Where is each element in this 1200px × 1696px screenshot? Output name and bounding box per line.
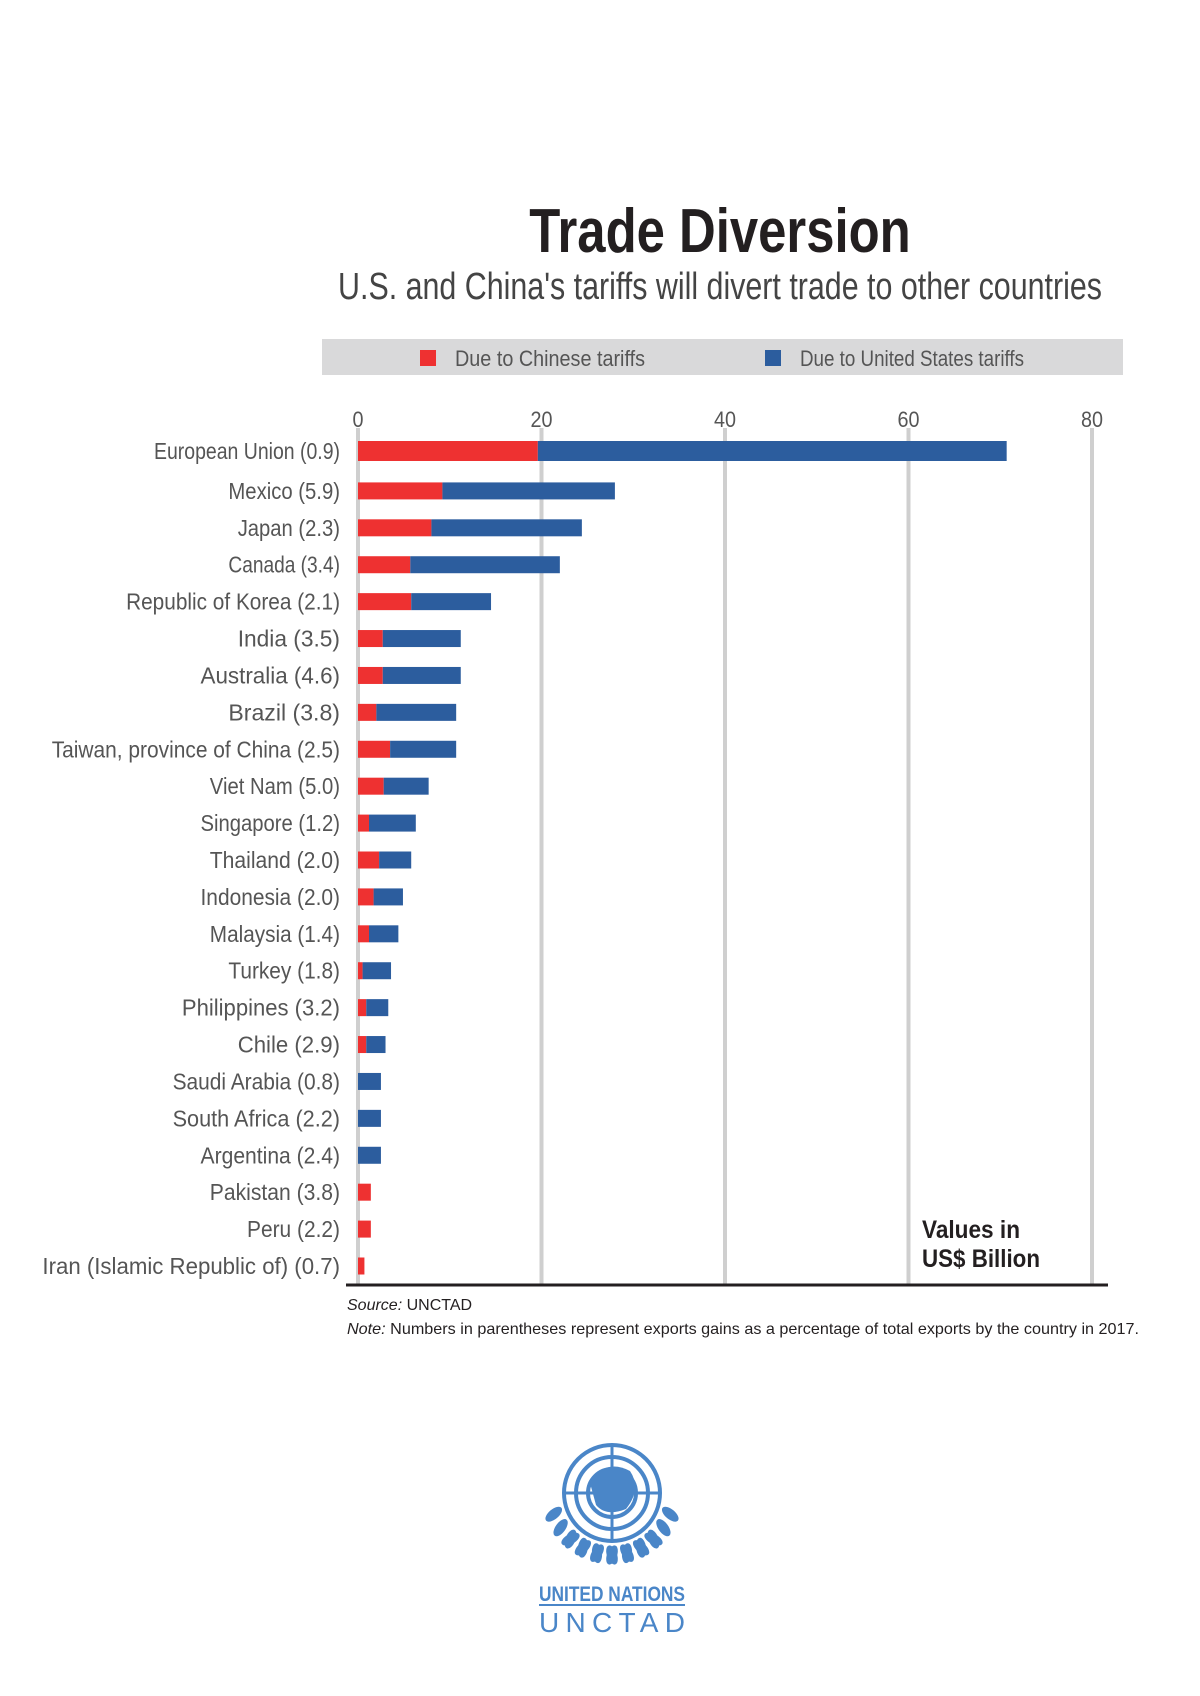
category-label: Philippines (3.2) bbox=[182, 995, 340, 1021]
laurel-leaf bbox=[620, 1544, 634, 1562]
un-emblem-icon bbox=[545, 1443, 679, 1565]
category-label: Taiwan, province of China (2.5) bbox=[52, 736, 340, 762]
bar-us-tariffs bbox=[358, 1109, 381, 1127]
units-note: US$ Billion bbox=[922, 1245, 1040, 1273]
bar-us-tariffs bbox=[382, 630, 461, 648]
bar-chinese-tariffs bbox=[358, 888, 374, 906]
bar-us-tariffs bbox=[366, 1036, 386, 1054]
source-line: Source: UNCTAD bbox=[347, 1297, 472, 1314]
category-label: European Union (0.9) bbox=[154, 438, 340, 464]
chart-subtitle: U.S. and China's tariffs will divert tra… bbox=[338, 266, 1102, 308]
bar-us-tariffs bbox=[379, 851, 412, 869]
laurel-leaf bbox=[590, 1544, 604, 1562]
category-label: India (3.5) bbox=[238, 626, 340, 652]
bar-chinese-tariffs bbox=[358, 925, 370, 943]
category-label: Malaysia (1.4) bbox=[210, 921, 340, 947]
bar-us-tariffs bbox=[442, 482, 615, 500]
category-label: Australia (4.6) bbox=[201, 662, 341, 688]
note-text: Numbers in parentheses represent exports… bbox=[386, 1321, 1139, 1338]
bar-chinese-tariffs bbox=[358, 851, 380, 869]
bar-us-tariffs bbox=[366, 999, 389, 1017]
bar-chinese-tariffs bbox=[358, 1257, 365, 1275]
x-tick-label: 40 bbox=[714, 407, 736, 432]
category-label: Republic of Korea (2.1) bbox=[126, 589, 340, 615]
category-label: Thailand (2.0) bbox=[210, 847, 340, 873]
bar-us-tariffs bbox=[373, 888, 403, 906]
category-label: Saudi Arabia (0.8) bbox=[173, 1068, 340, 1094]
note-label: Note: bbox=[347, 1321, 386, 1338]
laurel-leaf bbox=[553, 1519, 568, 1537]
legend-label: Due to Chinese tariffs bbox=[455, 346, 645, 371]
x-tick-label: 60 bbox=[898, 407, 920, 432]
bar-chinese-tariffs bbox=[358, 1036, 367, 1054]
bar-chinese-tariffs bbox=[358, 703, 377, 721]
bar-chinese-tariffs bbox=[358, 519, 432, 537]
x-tick-label: 80 bbox=[1081, 407, 1103, 432]
bar-chinese-tariffs bbox=[358, 1220, 371, 1238]
bar-us-tariffs bbox=[369, 925, 399, 943]
bar-us-tariffs bbox=[410, 556, 560, 574]
laurel-leaf bbox=[606, 1545, 618, 1565]
category-label: South Africa (2.2) bbox=[173, 1105, 340, 1131]
source-label: Source: bbox=[347, 1297, 402, 1314]
category-label: Iran (Islamic Republic of) (0.7) bbox=[42, 1253, 340, 1279]
bar-chinese-tariffs bbox=[358, 441, 538, 461]
bar-us-tariffs bbox=[390, 740, 457, 758]
logo-line1: UNITED NATIONS bbox=[539, 1583, 685, 1606]
bar-us-tariffs bbox=[383, 777, 429, 795]
category-label: Viet Nam (5.0) bbox=[210, 773, 340, 799]
bar-chinese-tariffs bbox=[358, 962, 363, 980]
source-text: UNCTAD bbox=[402, 1297, 472, 1314]
units-note: Values in bbox=[922, 1216, 1020, 1244]
x-tick-label: 0 bbox=[353, 407, 364, 432]
emblem-landmass bbox=[590, 1466, 636, 1513]
category-label: Peru (2.2) bbox=[247, 1216, 340, 1242]
category-label: Singapore (1.2) bbox=[201, 810, 341, 836]
bar-us-tariffs bbox=[431, 519, 582, 537]
bar-us-tariffs bbox=[362, 962, 392, 980]
bar-us-tariffs bbox=[382, 666, 461, 684]
bar-chinese-tariffs bbox=[358, 999, 367, 1017]
category-label: Chile (2.9) bbox=[238, 1032, 340, 1058]
bar-chinese-tariffs bbox=[358, 482, 443, 500]
laurel-leaf bbox=[661, 1506, 679, 1522]
bar-us-tariffs bbox=[411, 593, 492, 611]
category-label: Pakistan (3.8) bbox=[210, 1179, 340, 1205]
chart-title: Trade Diversion bbox=[529, 197, 911, 266]
bar-chinese-tariffs bbox=[358, 740, 391, 758]
bar-us-tariffs bbox=[537, 441, 1007, 461]
legend-swatch-0 bbox=[420, 350, 436, 366]
laurel-leaf bbox=[574, 1540, 592, 1556]
legend-label: Due to United States tariffs bbox=[800, 346, 1024, 371]
laurel-leaf bbox=[632, 1540, 650, 1556]
bar-us-tariffs bbox=[369, 814, 416, 832]
bar-us-tariffs bbox=[358, 1146, 381, 1164]
bar-chinese-tariffs bbox=[358, 556, 411, 574]
laurel-leaf bbox=[561, 1532, 580, 1546]
category-label: Indonesia (2.0) bbox=[201, 884, 341, 910]
x-tick-label: 20 bbox=[531, 407, 553, 432]
bar-chinese-tariffs bbox=[358, 666, 383, 684]
category-label: Japan (2.3) bbox=[238, 515, 340, 541]
bar-chinese-tariffs bbox=[358, 630, 383, 648]
laurel-leaf bbox=[656, 1519, 671, 1537]
legend-swatch-1 bbox=[765, 350, 781, 366]
bar-us-tariffs bbox=[358, 1072, 381, 1090]
laurel-leaf bbox=[644, 1532, 663, 1546]
category-label: Turkey (1.8) bbox=[228, 958, 340, 984]
laurel-leaf bbox=[545, 1506, 563, 1522]
legend-background bbox=[322, 339, 1123, 375]
note-line: Note: Numbers in parentheses represent e… bbox=[347, 1321, 1139, 1338]
category-label: Mexico (5.9) bbox=[228, 478, 340, 504]
bar-chinese-tariffs bbox=[358, 1183, 371, 1201]
category-label: Argentina (2.4) bbox=[201, 1142, 341, 1168]
category-label: Canada (3.4) bbox=[228, 552, 340, 578]
logo-line2: UNCTAD bbox=[539, 1607, 685, 1638]
bar-chinese-tariffs bbox=[358, 814, 370, 832]
bar-chinese-tariffs bbox=[358, 593, 412, 611]
bar-chinese-tariffs bbox=[358, 777, 384, 795]
bar-us-tariffs bbox=[376, 703, 457, 721]
category-label: Brazil (3.8) bbox=[228, 699, 340, 725]
